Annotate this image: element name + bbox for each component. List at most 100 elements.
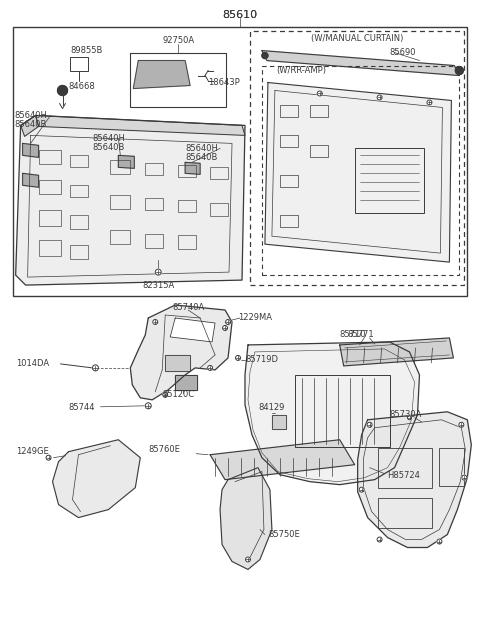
Circle shape [207,366,213,371]
Text: 18643P: 18643P [208,78,240,87]
Bar [280,215,298,227]
Circle shape [317,91,322,96]
Text: 85690: 85690 [390,48,416,57]
Text: 85640H: 85640H [93,134,125,143]
Text: 85610: 85610 [222,10,258,20]
Circle shape [236,355,240,360]
Bar [71,245,88,259]
Circle shape [462,475,467,480]
Bar [145,198,163,211]
Bar [210,167,228,179]
Text: 1014DA: 1014DA [16,359,49,368]
Text: 85719D: 85719D [245,355,278,364]
Bar [12,27,468,296]
Circle shape [456,66,463,75]
Polygon shape [23,144,38,158]
Bar [130,52,226,107]
Circle shape [408,416,411,420]
Polygon shape [119,156,134,168]
Bar [71,156,88,167]
Polygon shape [220,468,272,570]
Circle shape [367,422,372,427]
Polygon shape [170,318,215,342]
Bar [178,235,196,249]
Polygon shape [210,440,355,480]
Polygon shape [185,162,200,174]
Circle shape [93,365,98,371]
Circle shape [223,325,228,330]
Circle shape [377,537,382,542]
Text: (W/RR-AMP): (W/RR-AMP) [276,66,326,75]
Bar [272,415,286,429]
Polygon shape [165,355,190,371]
Text: 82315A: 82315A [142,281,174,290]
Text: 1229MA: 1229MA [238,313,272,322]
Bar [439,448,464,486]
Circle shape [427,100,432,105]
Text: 85610: 85610 [222,10,258,20]
Bar [295,375,390,447]
Circle shape [58,85,68,96]
Bar [310,105,328,117]
Text: 95120C: 95120C [162,390,194,399]
Circle shape [359,487,364,492]
Circle shape [60,89,64,93]
Circle shape [46,455,51,460]
Text: 85744: 85744 [69,403,95,412]
Text: 85730A: 85730A [390,410,422,419]
Text: 85640B: 85640B [185,153,217,162]
Bar [145,163,163,175]
Circle shape [262,52,268,59]
Text: 89855B: 89855B [71,46,103,55]
Bar [165,355,190,371]
Polygon shape [262,50,459,75]
Circle shape [145,403,151,409]
Polygon shape [21,115,38,137]
Bar [71,57,88,71]
Text: 84668: 84668 [69,82,95,91]
Bar [310,145,328,158]
Bar [110,230,130,244]
Text: 85760E: 85760E [148,445,180,454]
Bar [178,165,196,177]
Circle shape [459,422,464,427]
Text: H85724: H85724 [387,471,420,480]
Polygon shape [23,174,38,188]
Bar [38,151,60,165]
Text: 85710: 85710 [340,330,366,339]
Bar [145,234,163,248]
Circle shape [155,269,161,275]
Polygon shape [272,415,286,429]
Bar [38,181,60,195]
Polygon shape [36,115,245,135]
Circle shape [163,392,168,397]
Polygon shape [52,440,140,517]
Text: 85750E: 85750E [268,530,300,539]
Bar [110,195,130,209]
Polygon shape [358,412,471,547]
Bar [38,211,60,226]
Bar [378,448,432,487]
Circle shape [245,557,251,562]
Bar [280,135,298,147]
Bar [178,200,196,212]
Text: 85740A: 85740A [172,302,204,311]
Text: 84129: 84129 [258,403,284,412]
Bar [71,215,88,229]
Circle shape [377,95,382,100]
Bar [110,160,130,174]
Text: 85640H: 85640H [15,111,48,120]
Text: 85640B: 85640B [15,120,47,129]
Polygon shape [133,61,190,89]
Polygon shape [130,305,232,400]
Circle shape [226,320,230,325]
Text: (W/MANUAL CURTAIN): (W/MANUAL CURTAIN) [312,34,404,43]
Bar [71,185,88,197]
Polygon shape [340,338,454,366]
Circle shape [437,539,442,544]
Text: 92750A: 92750A [162,36,194,45]
Polygon shape [175,375,197,390]
Text: 1249GE: 1249GE [16,447,48,456]
Bar [250,31,464,285]
Bar [210,204,228,216]
